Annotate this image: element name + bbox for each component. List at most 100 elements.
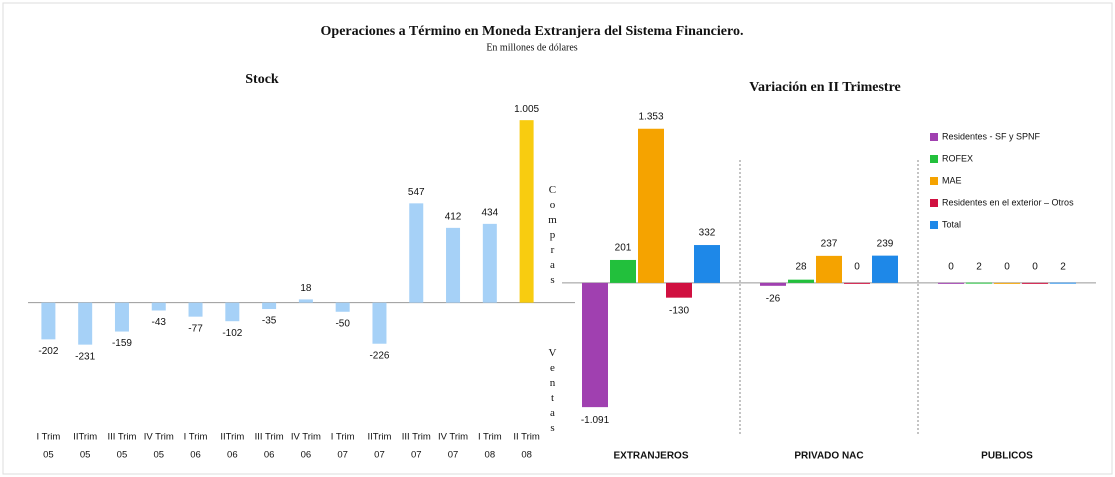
legend-label: Total [942, 219, 961, 229]
chart-title: Variación en II Trimestre [749, 80, 901, 95]
x-tick-label: II Trim [513, 432, 539, 443]
bar [372, 302, 387, 344]
page-title: Operaciones a Término en Moneda Extranje… [321, 24, 744, 39]
bar [262, 302, 277, 310]
data-label: -43 [152, 317, 167, 328]
page-subtitle: En millones de dólares [486, 42, 577, 53]
bar [994, 282, 1020, 284]
bar [788, 279, 814, 283]
x-tick-label: III Trim [402, 432, 431, 443]
x-tick-label: IITrim [73, 432, 97, 443]
bar [638, 128, 664, 283]
data-label: 18 [300, 283, 312, 294]
legend-swatch [930, 155, 938, 163]
bar [151, 302, 166, 311]
bar [78, 302, 93, 345]
x-tick-label: 05 [153, 450, 164, 461]
data-label: 0 [1004, 261, 1010, 272]
x-tick-label: III Trim [107, 432, 136, 443]
legend-label: ROFEX [942, 153, 973, 163]
x-tick-label: PRIVADO NAC [794, 451, 863, 462]
bar [610, 259, 636, 283]
x-tick-label: I Trim [37, 432, 61, 443]
data-label: -226 [369, 350, 389, 361]
x-tick-label: 05 [43, 450, 54, 461]
bar [335, 302, 350, 312]
x-tick-label: PUBLICOS [981, 451, 1033, 462]
data-label: -102 [222, 328, 242, 339]
bar [41, 302, 56, 340]
data-label: -130 [669, 305, 689, 316]
bar [225, 302, 240, 322]
bar [188, 302, 203, 317]
x-tick-label: I Trim [331, 432, 355, 443]
data-label: 332 [699, 228, 716, 239]
data-label: 28 [795, 261, 807, 272]
bar [298, 299, 313, 303]
x-tick-label: 07 [337, 450, 348, 461]
x-tick-label: 07 [374, 450, 385, 461]
data-label: 0 [948, 261, 954, 272]
data-label: 0 [1032, 261, 1038, 272]
x-tick-label: IV Trim [144, 432, 174, 443]
bar [446, 227, 461, 303]
bar [760, 282, 786, 286]
legend-swatch [930, 133, 938, 141]
bar [1022, 282, 1048, 284]
bar [666, 282, 692, 298]
annotation: Ventas [546, 347, 558, 437]
x-tick-label: 08 [485, 450, 496, 461]
bar [872, 255, 898, 283]
x-tick-label: I Trim [478, 432, 502, 443]
x-tick-label: 05 [117, 450, 128, 461]
legend-swatch [930, 221, 938, 229]
bar [1050, 282, 1076, 284]
data-label: -77 [188, 323, 203, 334]
x-tick-label: IV Trim [291, 432, 321, 443]
bar [114, 302, 129, 332]
bar [582, 282, 608, 408]
data-label: -202 [38, 346, 58, 357]
x-tick-label: 06 [227, 450, 238, 461]
data-label: -26 [766, 293, 781, 304]
bar [938, 282, 964, 284]
x-tick-label: III Trim [255, 432, 284, 443]
legend-label: Residentes - SF y SPNF [942, 131, 1041, 141]
x-tick-label: 07 [411, 450, 422, 461]
data-label: 1.353 [638, 111, 663, 122]
bar [519, 120, 534, 303]
data-label: 201 [615, 243, 632, 254]
data-label: 547 [408, 187, 425, 198]
x-tick-label: I Trim [184, 432, 208, 443]
data-label: -1.091 [581, 415, 610, 426]
data-label: 412 [445, 212, 462, 223]
data-label: 434 [481, 208, 498, 219]
legend-swatch [930, 177, 938, 185]
data-label: 2 [976, 261, 982, 272]
legend-label: Residentes en el exterior – Otros [942, 197, 1074, 207]
data-label: -50 [335, 318, 350, 329]
bar [966, 282, 992, 284]
data-label: 237 [821, 239, 838, 250]
legend-label: MAE [942, 175, 962, 185]
x-tick-label: 06 [301, 450, 312, 461]
data-label: -231 [75, 351, 95, 362]
x-tick-label: IITrim [368, 432, 392, 443]
x-tick-label: 05 [80, 450, 91, 461]
legend-swatch [930, 199, 938, 207]
data-label: 2 [1060, 261, 1066, 272]
x-tick-label: 06 [190, 450, 201, 461]
chart-title: Stock [245, 72, 279, 87]
bar [482, 223, 497, 303]
data-label: -159 [112, 338, 132, 349]
bar [694, 245, 720, 283]
x-tick-label: IV Trim [438, 432, 468, 443]
x-tick-label: 07 [448, 450, 459, 461]
data-label: 0 [854, 261, 860, 272]
bar [844, 282, 870, 284]
data-label: 239 [877, 238, 894, 249]
x-tick-label: 08 [521, 450, 532, 461]
annotation: Compras [546, 184, 558, 289]
